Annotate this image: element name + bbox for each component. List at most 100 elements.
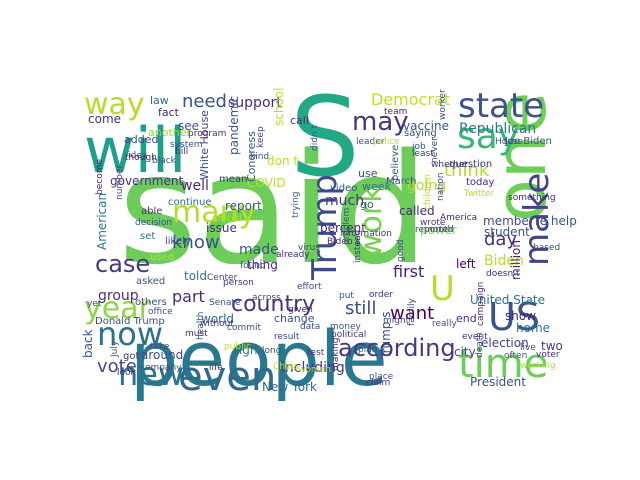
cloud-word: will: [84, 114, 186, 187]
cloud-word: virus: [298, 243, 320, 253]
cloud-word: make: [517, 173, 557, 266]
cloud-word: two: [541, 339, 563, 353]
cloud-word: Biden s: [327, 237, 360, 247]
cloud-word: effort: [297, 282, 322, 292]
cloud-word: question: [449, 159, 492, 170]
cloud-word: though: [125, 153, 157, 163]
cloud-word: way: [84, 87, 145, 122]
cloud-word: without: [200, 319, 234, 329]
cloud-word: health: [196, 312, 206, 341]
cloud-word: think: [444, 160, 490, 181]
cloud-word: use: [358, 167, 378, 180]
cloud-word: power: [420, 223, 457, 237]
cloud-word: week: [362, 180, 392, 193]
cloud-word: company: [140, 363, 182, 373]
cloud-word: children: [423, 174, 433, 210]
cloud-word: part: [172, 287, 205, 306]
cloud-word: public: [224, 342, 251, 352]
cloud-word: day: [484, 229, 517, 250]
cloud-word: know: [172, 232, 220, 253]
cloud-word: back: [81, 329, 95, 358]
cloud-word: kind: [250, 152, 269, 162]
cloud-word: across: [252, 293, 281, 303]
cloud-word: put: [339, 291, 354, 301]
cloud-word: thing: [247, 258, 278, 272]
cloud-word: become: [95, 159, 105, 195]
cloud-word: may: [352, 107, 409, 137]
cloud-word: least: [412, 149, 434, 159]
cloud-word: vaccine: [403, 119, 449, 133]
cloud-word: something: [508, 193, 556, 203]
cloud-word: first: [393, 262, 424, 281]
cloud-word: still: [345, 298, 376, 319]
cloud-word: must: [185, 329, 208, 339]
cloud-word: making: [331, 338, 341, 371]
cloud-word: called: [399, 204, 435, 218]
cloud-word: take: [150, 342, 170, 352]
cloud-word: many: [172, 195, 256, 230]
cloud-word: vote: [97, 356, 137, 377]
cloud-word: President: [470, 375, 526, 389]
cloud-word: video: [330, 183, 357, 194]
cloud-word: school: [272, 88, 286, 126]
cloud-word: good: [396, 240, 406, 262]
cloud-word: city: [454, 345, 476, 359]
cloud-word: Donald Trump: [95, 316, 165, 327]
cloud-word: million: [509, 240, 523, 280]
cloud-word: people: [130, 314, 388, 403]
cloud-word: made: [239, 242, 279, 258]
cloud-word: team: [384, 107, 407, 117]
cloud-word: really: [432, 319, 458, 329]
cloud-word: need: [182, 91, 227, 112]
cloud-word: decision: [135, 218, 172, 228]
cloud-word: call: [290, 114, 309, 127]
cloud-word: system: [170, 140, 203, 150]
cloud-word: reported: [415, 225, 454, 235]
cloud-word: added: [124, 133, 158, 146]
cloud-word: election: [481, 336, 529, 350]
cloud-word: job: [411, 142, 426, 152]
cloud-word: change: [274, 312, 315, 325]
cloud-word: New York: [262, 380, 317, 394]
cloud-word: well: [181, 178, 209, 194]
cloud-word: order: [369, 290, 393, 300]
cloud-word: Congress: [245, 131, 258, 182]
cloud-word: group: [98, 288, 139, 304]
cloud-word: Center: [207, 273, 238, 283]
cloud-word: U: [430, 269, 455, 309]
cloud-word: women: [298, 365, 331, 375]
cloud-word: worker: [438, 89, 448, 120]
cloud-word: said: [118, 121, 429, 298]
cloud-word: Trump: [305, 174, 345, 281]
cloud-word: often: [504, 351, 527, 361]
cloud-word: wrote: [420, 218, 446, 228]
cloud-word: number: [115, 165, 125, 200]
cloud-word: left: [456, 257, 476, 271]
cloud-word: bill: [175, 147, 188, 157]
cloud-word: student: [484, 225, 530, 239]
cloud-word: idea: [128, 151, 147, 161]
cloud-word: nation: [436, 173, 446, 201]
cloud-word: information: [340, 229, 392, 239]
cloud-word: test: [307, 348, 325, 358]
cloud-word: based: [533, 243, 560, 253]
cloud-word: year: [84, 291, 152, 326]
cloud-word: percent: [320, 221, 366, 235]
cloud-word: much: [325, 193, 364, 209]
cloud-word: might: [383, 316, 410, 326]
cloud-word: Trump s: [379, 312, 393, 360]
cloud-word: whether: [431, 160, 468, 170]
cloud-word: time: [458, 341, 548, 387]
cloud-word: see: [178, 119, 199, 133]
cloud-word: commit: [227, 323, 261, 333]
cloud-word: new: [118, 355, 184, 393]
cloud-word: didn t: [310, 125, 320, 151]
cloud-word: death: [475, 332, 485, 358]
cloud-word: House: [495, 137, 524, 147]
cloud-word: long: [262, 346, 281, 356]
cloud-word: America: [440, 213, 477, 223]
cloud-word: US: [488, 295, 540, 339]
cloud-word: voter: [536, 350, 560, 360]
cloud-word: never: [430, 137, 440, 163]
